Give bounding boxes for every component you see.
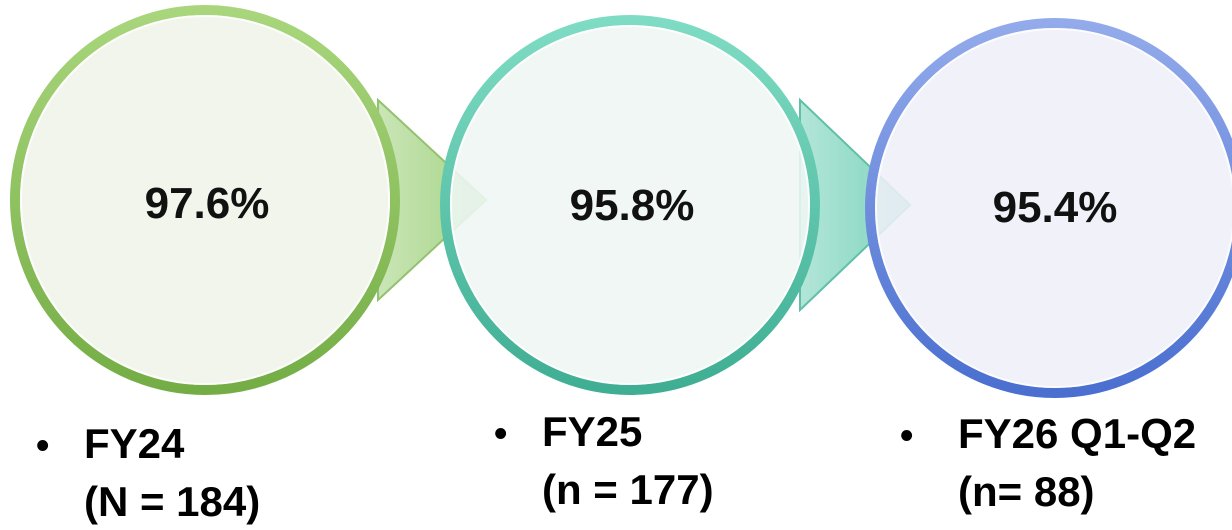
stage-2-count: (n = 177): [542, 466, 714, 513]
stage-1-circle: [10, 5, 400, 395]
stage-3-circle-inner-edge: [875, 28, 1232, 388]
stage-1: 97.6%: [10, 5, 488, 395]
stage-1-label: FY24: [84, 420, 185, 467]
stage-1-caption: • FY24 (N = 184): [36, 416, 260, 530]
stage-1-circle-inner-edge: [20, 15, 390, 385]
bullet-icon: •: [494, 413, 508, 455]
stage-3-label: FY26 Q1-Q2: [958, 410, 1197, 457]
stage-3-caption: • FY26 Q1-Q2 (n= 88): [900, 406, 1196, 520]
stage-2-circle: [440, 15, 820, 395]
stage-2-label: FY25: [542, 408, 643, 455]
stage-2-caption: • FY25 (n = 177): [494, 404, 714, 518]
stage-3: 95.4%: [865, 18, 1232, 398]
stage-1-value: 97.6%: [145, 179, 270, 228]
stage-3-circle: [865, 18, 1232, 398]
bullet-icon: •: [36, 425, 50, 467]
stage-3-value: 95.4%: [993, 183, 1118, 232]
bullet-icon: •: [900, 415, 914, 457]
stage-2: 95.8%: [440, 15, 912, 395]
stage-2-circle-inner-edge: [450, 25, 810, 385]
stage-2-value: 95.8%: [570, 181, 695, 230]
stage-1-count: (N = 184): [84, 478, 261, 525]
stage-3-count: (n= 88): [958, 468, 1095, 515]
